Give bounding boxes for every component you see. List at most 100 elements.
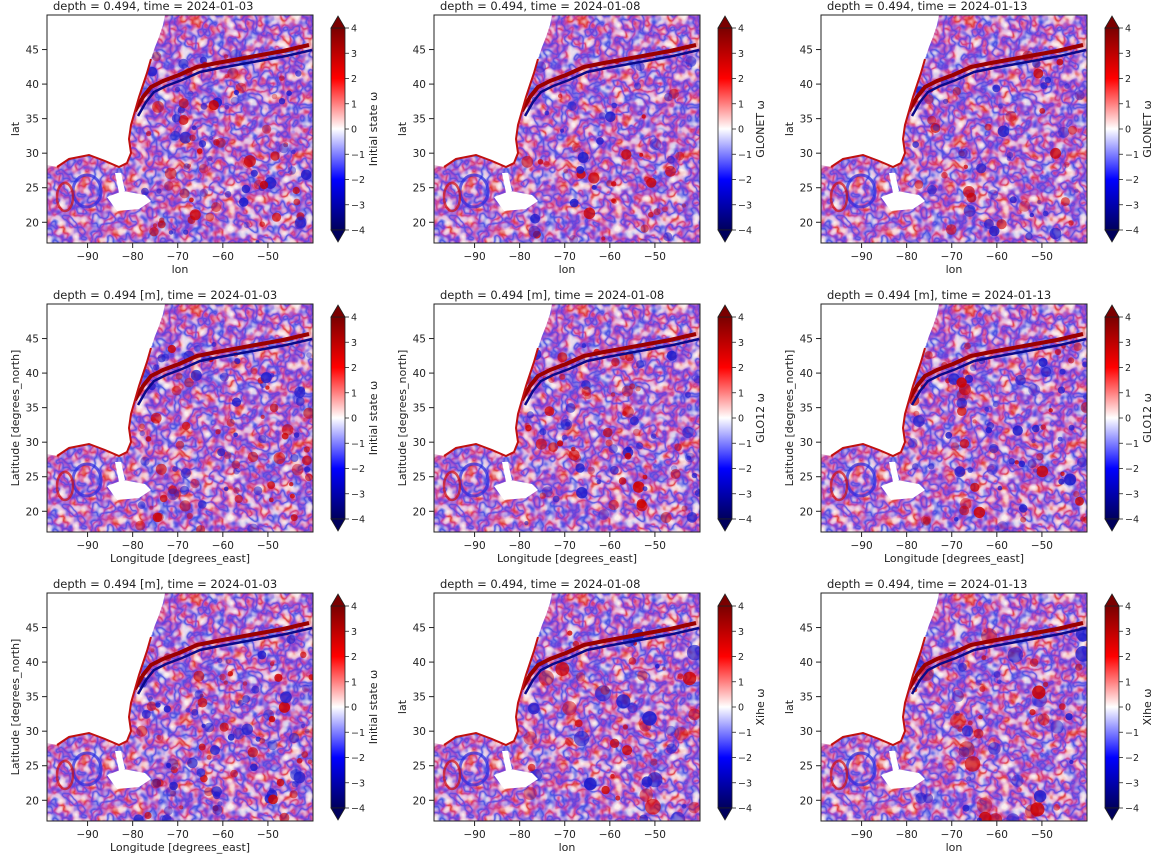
colorbar-label: GLO12 ω [754, 393, 767, 443]
x-axis-label: Longitude [degrees_east] [884, 552, 1024, 565]
colorbar-tick-label: −2 [1125, 753, 1139, 764]
colorbar-tick-label: 0 [738, 703, 744, 714]
x-tick-label: −90 [76, 829, 98, 841]
subplot-title: depth = 0.494, time = 2024-01-08 [440, 577, 640, 591]
colorbar-min-extend [717, 807, 733, 821]
colorbar-min-extend [717, 229, 733, 243]
colorbar-tick-label: 1 [351, 388, 357, 399]
y-tick-label: 40 [800, 79, 813, 91]
x-tick-label: −90 [850, 829, 872, 841]
y-axis-label: lat [396, 699, 409, 714]
colorbar-tick-label: 1 [738, 99, 744, 110]
heatmap-field [821, 15, 1087, 243]
y-tick-label: 40 [800, 657, 813, 669]
x-tick-label: −80 [509, 251, 531, 263]
colorbar-tick-label: 2 [1125, 363, 1131, 374]
y-tick-label: 45 [413, 334, 426, 346]
y-tick-label: 25 [800, 183, 813, 195]
x-axis-label: lon [559, 263, 576, 276]
y-tick-label: 30 [800, 148, 813, 160]
colorbar-tick-label: −4 [351, 226, 365, 237]
colorbar-tick-label: 2 [351, 363, 357, 374]
y-tick-label: 25 [26, 472, 39, 484]
x-tick-label: −60 [986, 251, 1008, 263]
subplot-4: depth = 0.494 [m], time = 2024-01-03 −90 −… [9, 288, 380, 565]
x-tick-label: −70 [941, 251, 963, 263]
y-tick-label: 25 [26, 183, 39, 195]
x-tick-label: −60 [599, 251, 621, 263]
subplot-title: depth = 0.494 [m], time = 2024-01-03 [53, 577, 277, 591]
colorbar-tick-label: −2 [1125, 464, 1139, 475]
colorbar-tick-label: −1 [351, 728, 365, 739]
colorbar-tick-label: 3 [1125, 338, 1131, 349]
y-axis-label: lat [783, 121, 796, 136]
y-tick-label: 45 [26, 45, 39, 57]
x-tick-label: −80 [122, 829, 144, 841]
y-tick-label: 35 [800, 403, 813, 415]
y-tick-label: 25 [413, 472, 426, 484]
colorbar-tick-label: −3 [351, 200, 365, 211]
x-tick-label: −70 [554, 540, 576, 552]
y-tick-label: 35 [413, 403, 426, 415]
heatmap-field [434, 593, 700, 821]
x-tick-label: −50 [257, 251, 279, 263]
subplot-title: depth = 0.494, time = 2024-01-08 [440, 0, 640, 13]
x-tick-label: −90 [463, 251, 485, 263]
y-tick-label: 40 [413, 657, 426, 669]
colorbar-tick-label: 4 [738, 313, 744, 324]
y-tick-label: 25 [800, 761, 813, 773]
x-tick-label: −70 [167, 540, 189, 552]
y-tick-label: 25 [800, 472, 813, 484]
x-tick-label: −70 [554, 251, 576, 263]
subplot-7: depth = 0.494 [m], time = 2024-01-03 −90 −… [9, 577, 380, 854]
x-axis-label: lon [559, 841, 576, 854]
colorbar-tick-label: −2 [351, 753, 365, 764]
x-tick-label: −60 [986, 540, 1008, 552]
colorbar-tick-label: 4 [1125, 24, 1131, 35]
colorbar: 4 3 2 1 0 −1 −2 −3 −4 GLO12 ω [1104, 304, 1154, 532]
y-tick-label: 20 [26, 506, 39, 518]
y-tick-label: 35 [413, 114, 426, 126]
x-tick-label: −50 [1031, 540, 1053, 552]
x-tick-label: −80 [509, 829, 531, 841]
colorbar-tick-label: −2 [351, 464, 365, 475]
y-tick-label: 20 [800, 217, 813, 229]
axes-frame [433, 303, 701, 533]
heatmap-field [47, 304, 313, 532]
colorbar-tick-label: −4 [351, 804, 365, 815]
x-tick-label: −90 [76, 251, 98, 263]
y-tick-label: 35 [26, 403, 39, 415]
subplot-title: depth = 0.494 [m], time = 2024-01-08 [440, 288, 664, 302]
y-tick-label: 45 [800, 623, 813, 635]
x-tick-label: −90 [76, 540, 98, 552]
x-tick-label: −80 [896, 829, 918, 841]
x-tick-label: −70 [941, 829, 963, 841]
colorbar-tick-label: −1 [351, 150, 365, 161]
y-axis-label: lat [783, 699, 796, 714]
axes-frame [46, 303, 314, 533]
colorbar-tick-label: 3 [738, 49, 744, 60]
colorbar-tick-label: −3 [1125, 778, 1139, 789]
x-tick-label: −80 [896, 251, 918, 263]
colorbar-min-extend [1104, 518, 1120, 532]
colorbar-tick-label: 1 [738, 388, 744, 399]
colorbar-tick-label: 2 [1125, 652, 1131, 663]
colorbar-label: Initial state ω [367, 92, 380, 167]
y-tick-label: 30 [413, 726, 426, 738]
x-tick-label: −50 [257, 829, 279, 841]
colorbar-tick-label: −1 [1125, 728, 1139, 739]
colorbar-tick-label: −2 [738, 464, 752, 475]
x-tick-label: −80 [122, 540, 144, 552]
x-tick-label: −50 [1031, 251, 1053, 263]
colorbar-tick-label: 4 [738, 24, 744, 35]
colorbar-tick-label: 0 [738, 125, 744, 136]
colorbar-tick-label: 2 [351, 652, 357, 663]
colorbar-label: GLONET ω [754, 100, 767, 158]
y-tick-label: 25 [26, 761, 39, 773]
subplot-title: depth = 0.494, time = 2024-01-03 [53, 0, 253, 13]
colorbar-max-extend [717, 304, 733, 318]
x-tick-label: −60 [212, 251, 234, 263]
colorbar: 4 3 2 1 0 −1 −2 −3 −4 Xihe ω [1104, 593, 1154, 821]
axes-frame [46, 592, 314, 822]
